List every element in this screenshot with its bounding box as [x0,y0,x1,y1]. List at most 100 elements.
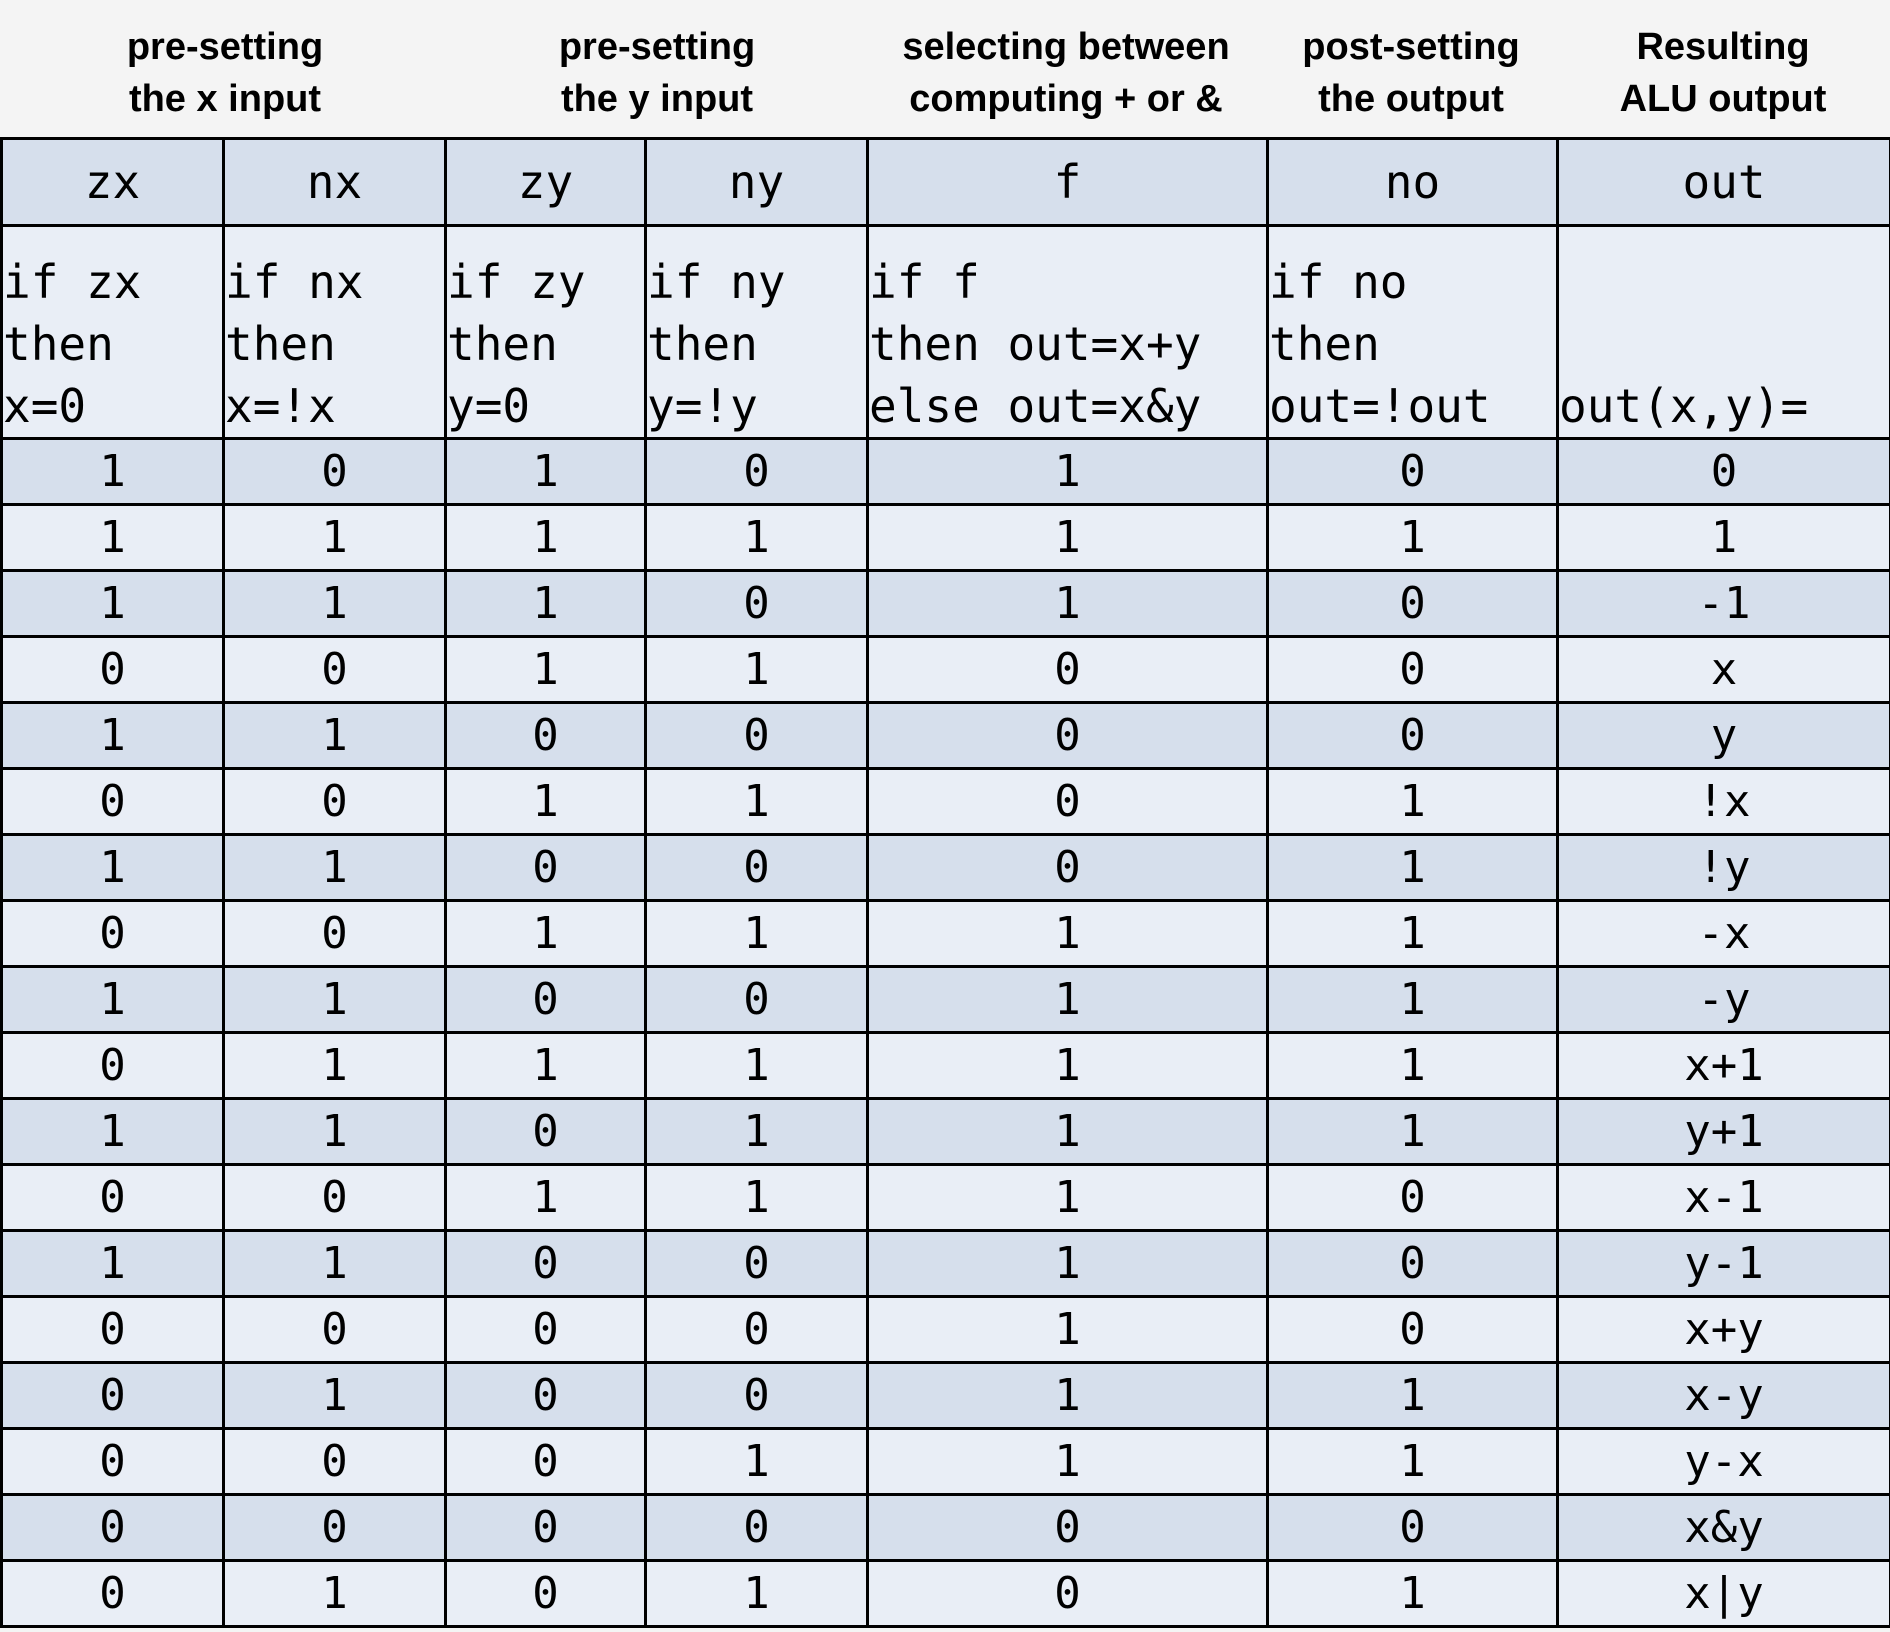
cell-f: 1 [866,1361,1269,1430]
cell-out: x-y [1556,1361,1890,1430]
cell-zy: 0 [444,1295,647,1364]
column-name-row: zx nx zy ny f no out [0,137,1890,227]
cell-no: 1 [1266,1031,1559,1100]
column-description-out: out(x,y)= [1556,224,1890,440]
cell-out: y [1556,701,1890,770]
column-description-nx: if nx then x=!x [222,224,447,440]
cell-no: 1 [1266,1427,1559,1496]
cell-ny: 0 [644,965,869,1034]
column-name-nx: nx [222,137,447,227]
cell-no: 1 [1266,767,1559,836]
table-row: 0 0 1 1 0 1 !x [0,767,1890,836]
column-description-zy: if zy then y=0 [444,224,647,440]
cell-zy: 1 [444,569,647,638]
table-row: 0 0 0 0 0 0 x&y [0,1493,1890,1562]
table-row: 0 0 1 1 1 0 x-1 [0,1163,1890,1232]
cell-nx: 1 [222,1097,447,1166]
alu-truth-table: zx nx zy ny f no out if zx then x=0 if n… [0,137,1890,1628]
cell-zx: 1 [0,437,225,506]
cell-ny: 1 [644,1163,869,1232]
cell-no: 0 [1266,1229,1559,1298]
cell-out: y-x [1556,1427,1890,1496]
cell-out: -1 [1556,569,1890,638]
cell-ny: 1 [644,1097,869,1166]
table-row: 0 0 1 1 1 1 -x [0,899,1890,968]
cell-zy: 0 [444,1493,647,1562]
cell-ny: 1 [644,767,869,836]
cell-nx: 1 [222,1559,447,1628]
cell-zy: 0 [444,1097,647,1166]
cell-f: 1 [866,965,1269,1034]
cell-out: !x [1556,767,1890,836]
cell-zy: 0 [444,1427,647,1496]
cell-zx: 0 [0,899,225,968]
table-row: 1 1 0 0 1 1 -y [0,965,1890,1034]
cell-zy: 1 [444,899,647,968]
cell-nx: 0 [222,1427,447,1496]
cell-nx: 1 [222,701,447,770]
cell-no: 1 [1266,1361,1559,1430]
cell-no: 1 [1266,503,1559,572]
table-body: zx nx zy ny f no out if zx then x=0 if n… [0,137,1890,1628]
cell-f: 0 [866,767,1269,836]
column-name-f: f [866,137,1269,227]
table-row: 0 0 0 1 1 1 y-x [0,1427,1890,1496]
cell-ny: 0 [644,1229,869,1298]
cell-ny: 1 [644,503,869,572]
column-name-zx: zx [0,137,225,227]
cell-ny: 1 [644,899,869,968]
cell-out: x+y [1556,1295,1890,1364]
cell-out: x&y [1556,1493,1890,1562]
group-label-x-input: pre-setting the x input [126,26,324,120]
cell-ny: 0 [644,437,869,506]
cell-nx: 0 [222,437,447,506]
cell-f: 1 [866,503,1269,572]
cell-zx: 1 [0,503,225,572]
table-row: 0 1 0 1 0 1 x|y [0,1559,1890,1628]
cell-zx: 1 [0,701,225,770]
cell-zy: 0 [444,833,647,902]
cell-no: 0 [1266,1295,1559,1364]
cell-zx: 1 [0,1229,225,1298]
cell-f: 1 [866,1295,1269,1364]
cell-no: 1 [1266,965,1559,1034]
cell-zx: 1 [0,569,225,638]
cell-zy: 1 [444,437,647,506]
column-description-row: if zx then x=0 if nx then x=!x if zy the… [0,224,1890,440]
table-row: 0 0 0 0 1 0 x+y [0,1295,1890,1364]
cell-zx: 0 [0,1163,225,1232]
cell-nx: 1 [222,833,447,902]
cell-nx: 1 [222,503,447,572]
cell-f: 0 [866,635,1269,704]
cell-out: y-1 [1556,1229,1890,1298]
cell-f: 1 [866,1229,1269,1298]
cell-f: 1 [866,1097,1269,1166]
cell-f: 0 [866,1493,1269,1562]
cell-ny: 0 [644,1361,869,1430]
group-label-result: Resulting ALU output [1619,26,1827,120]
cell-f: 0 [866,833,1269,902]
column-description-ny: if ny then y=!y [644,224,869,440]
group-label-function: selecting between computing + or & [902,26,1230,120]
cell-ny: 1 [644,1031,869,1100]
cell-nx: 0 [222,635,447,704]
column-description-zx: if zx then x=0 [0,224,225,440]
group-label-y-input: pre-setting the y input [558,26,756,120]
cell-zy: 0 [444,965,647,1034]
cell-ny: 0 [644,701,869,770]
cell-f: 1 [866,1163,1269,1232]
cell-zx: 1 [0,833,225,902]
column-description-no: if no then out=!out [1266,224,1559,440]
cell-nx: 0 [222,767,447,836]
column-name-out: out [1556,137,1890,227]
cell-f: 1 [866,569,1269,638]
cell-zx: 0 [0,1427,225,1496]
cell-nx: 0 [222,899,447,968]
cell-zx: 0 [0,1493,225,1562]
cell-zx: 1 [0,1097,225,1166]
cell-ny: 1 [644,635,869,704]
cell-out: -x [1556,899,1890,968]
